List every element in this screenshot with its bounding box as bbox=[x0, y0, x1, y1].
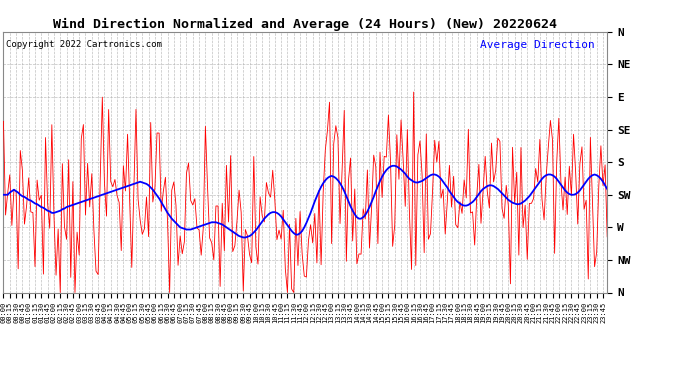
Text: Average Direction: Average Direction bbox=[480, 40, 595, 50]
Title: Wind Direction Normalized and Average (24 Hours) (New) 20220624: Wind Direction Normalized and Average (2… bbox=[53, 18, 558, 31]
Text: Copyright 2022 Cartronics.com: Copyright 2022 Cartronics.com bbox=[6, 40, 162, 49]
